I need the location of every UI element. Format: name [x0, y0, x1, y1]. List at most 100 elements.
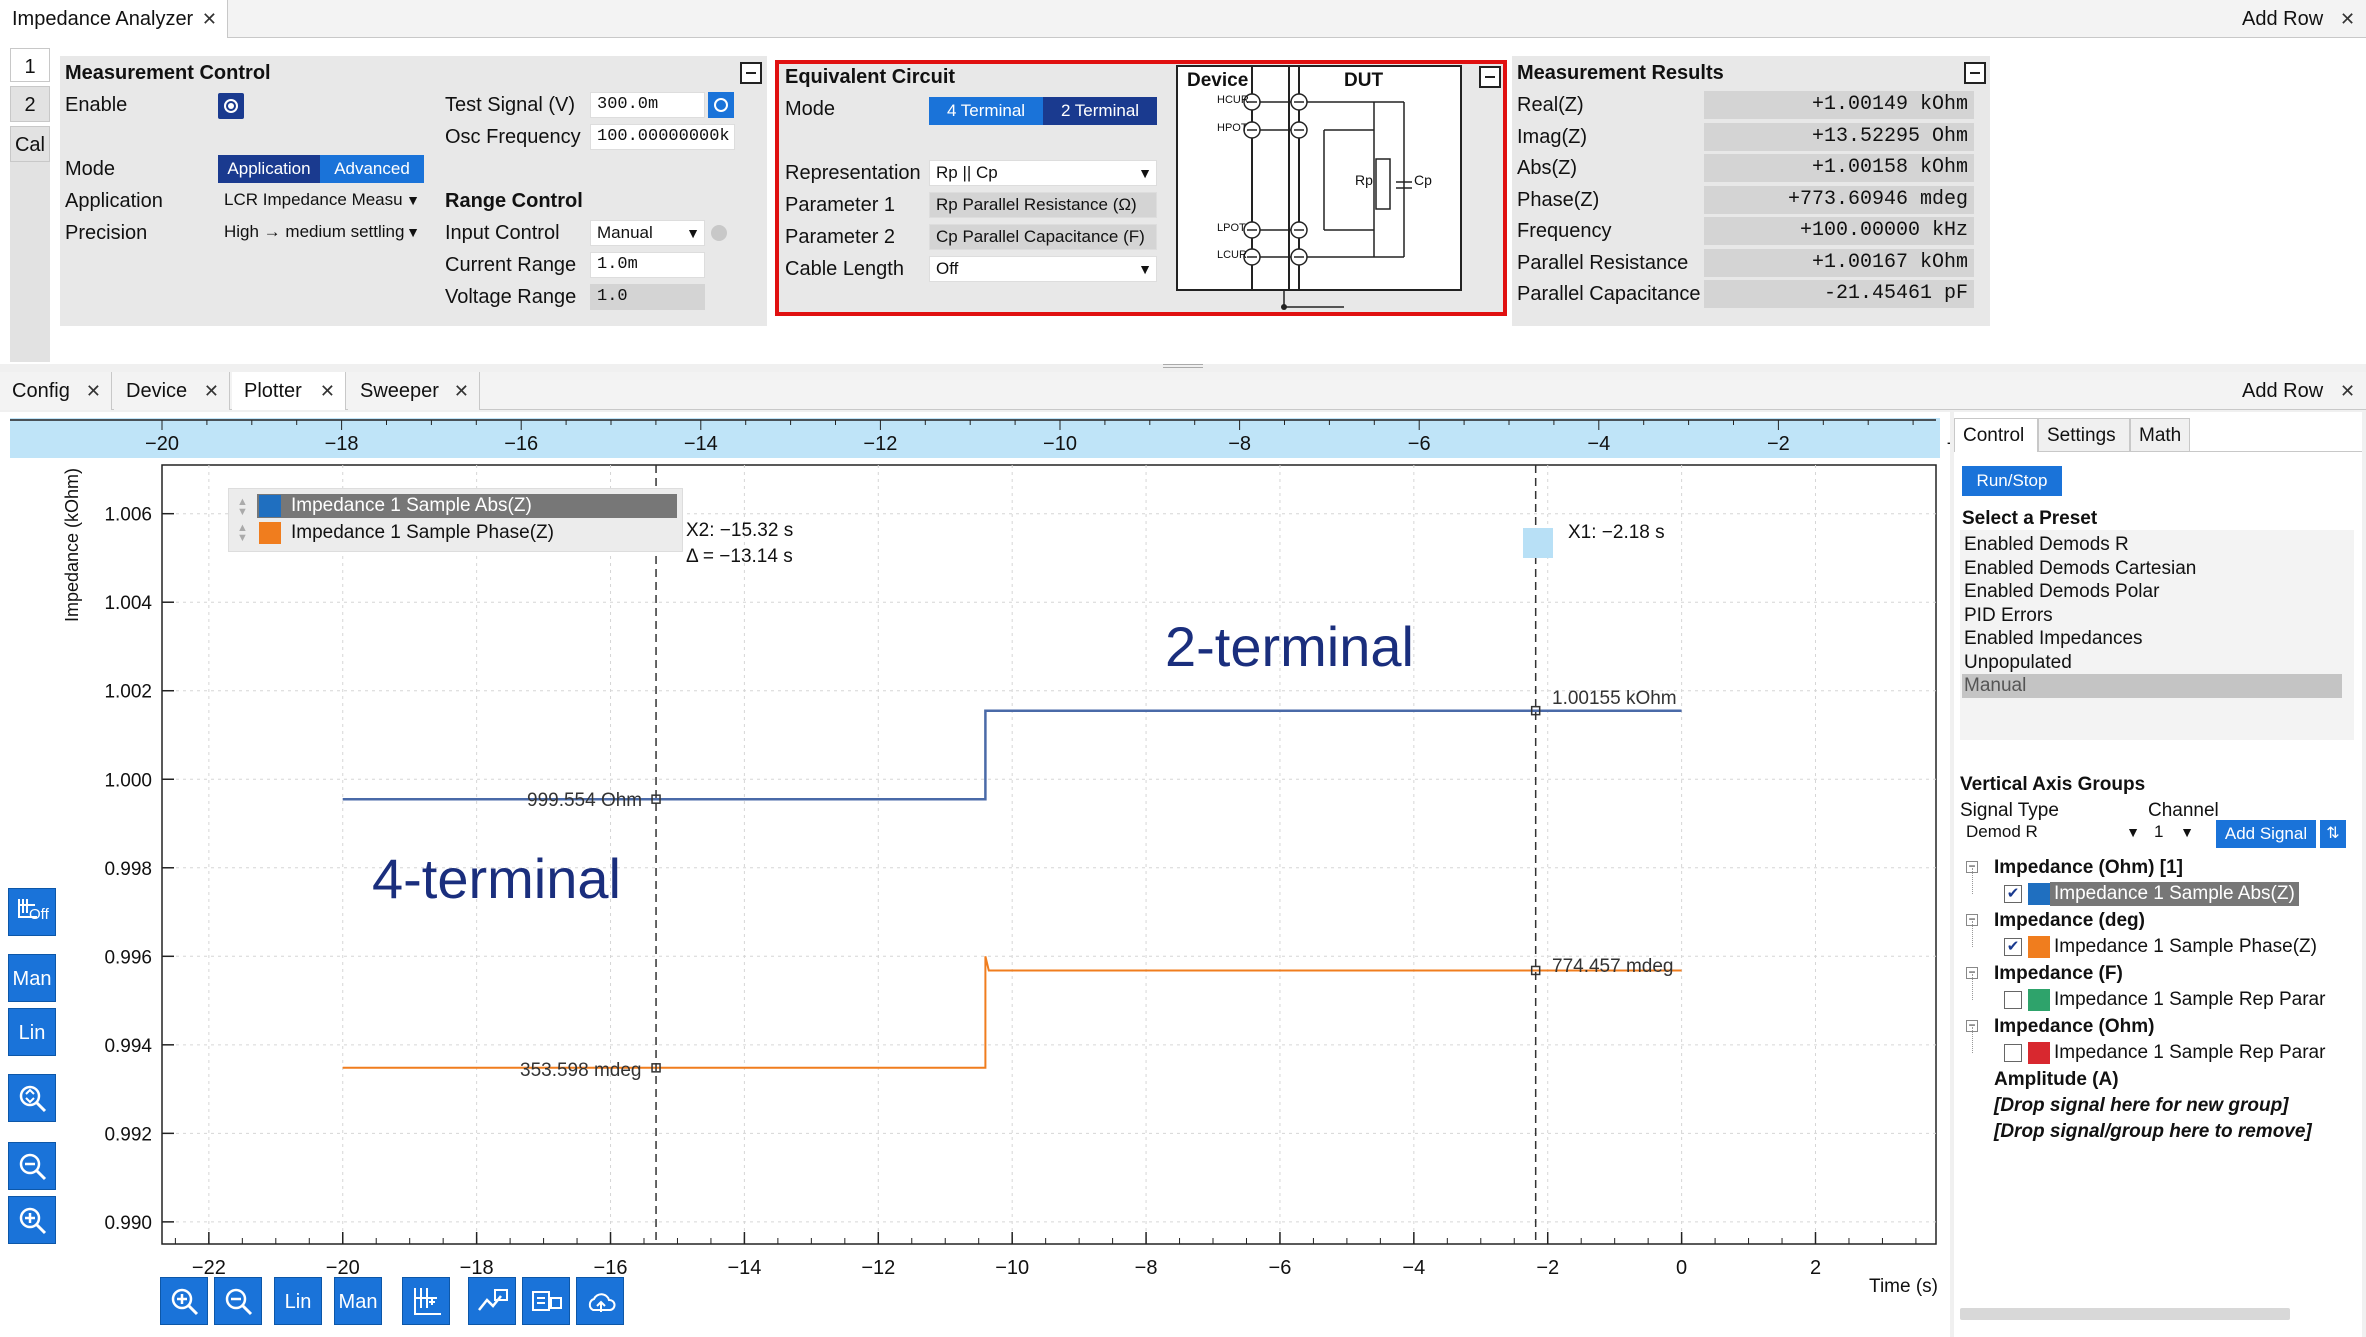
enable-toggle[interactable]	[218, 93, 244, 119]
minimize-icon[interactable]	[1964, 62, 1986, 84]
signal-type-select[interactable]: Demod R ▼	[1960, 820, 2144, 846]
zoom-fit-icon[interactable]	[8, 1074, 56, 1122]
preset-title: Select a Preset	[1962, 508, 2098, 529]
current-range-input[interactable]: 1.0m	[590, 252, 705, 278]
zoom-in-x-icon[interactable]	[160, 1277, 208, 1325]
close-icon[interactable]: ✕	[453, 381, 469, 401]
y-lin-button[interactable]: Lin	[8, 1008, 56, 1056]
save-data-icon[interactable]	[522, 1277, 570, 1325]
x-tick-label: −2	[1536, 1257, 1559, 1279]
drop-new-group-target[interactable]: [Drop signal here for new group]	[1994, 1095, 2289, 1116]
precision-select[interactable]: High → medium settling ▼	[218, 220, 424, 246]
side-tab-1[interactable]: 1	[10, 48, 50, 82]
signal-checkbox[interactable]	[2004, 1044, 2022, 1062]
preset-item[interactable]: Enabled Demods R	[1964, 534, 2129, 555]
application-label: Application	[65, 190, 163, 212]
drop-remove-target[interactable]: [Drop signal/group here to remove]	[1994, 1121, 2312, 1142]
cable-length-select[interactable]: Off ▼	[929, 256, 1157, 282]
minimize-icon[interactable]	[740, 62, 762, 84]
result-label: Parallel Resistance	[1517, 251, 1689, 274]
add-row-button[interactable]: Add Row	[2242, 8, 2324, 30]
run-stop-button[interactable]: Run/Stop	[1962, 466, 2062, 496]
close-icon[interactable]: ✕	[2340, 381, 2356, 401]
legend-label: Impedance 1 Sample Phase(Z)	[291, 522, 554, 543]
close-icon[interactable]: ✕	[319, 381, 335, 401]
zoom-in-icon[interactable]	[8, 1196, 56, 1244]
preset-item[interactable]: Unpopulated	[1964, 651, 2072, 673]
mode-advanced-button[interactable]: Advanced	[320, 155, 424, 183]
horizontal-scrollbar[interactable]	[1960, 1308, 2290, 1320]
osc-frequency-label: Osc Frequency	[445, 126, 581, 148]
collapse-icon[interactable]: −	[1966, 913, 1978, 926]
minimize-icon[interactable]	[1479, 66, 1501, 88]
cursor-grid-icon[interactable]	[402, 1277, 450, 1325]
group-name[interactable]: Amplitude (A)	[1994, 1069, 2119, 1090]
y-man-button[interactable]: Man	[8, 954, 56, 1002]
tab-sweeper[interactable]: Sweeper ✕	[348, 372, 480, 410]
tab-control[interactable]: Control	[1954, 418, 2038, 452]
mode-2-terminal-button[interactable]: 2 Terminal	[1043, 97, 1157, 125]
mode-application-button[interactable]: Application	[218, 155, 320, 183]
signal-checkbox[interactable]: ✔	[2004, 885, 2022, 903]
tab-settings[interactable]: Settings	[2038, 418, 2130, 452]
side-tab-cal[interactable]: Cal	[10, 126, 50, 162]
cursor-marker	[1530, 965, 1541, 976]
add-signal-button[interactable]: Add Signal	[2216, 820, 2316, 848]
group-name[interactable]: Impedance (F)	[1994, 963, 2123, 984]
x-tick-label: 2	[1810, 1257, 1821, 1279]
vertical-axis-groups-title: Vertical Axis Groups	[1960, 774, 2146, 795]
save-chart-icon[interactable]	[468, 1277, 516, 1325]
test-signal-input[interactable]: 300.0m	[590, 92, 705, 118]
impedance-chart[interactable]: −20−18−16−14−12−10−8−6−4−2−0−22−20−18−16…	[0, 412, 1950, 1337]
tab-impedance-analyzer[interactable]: Impedance Analyzer ✕	[0, 0, 228, 38]
preset-item[interactable]: Manual	[1962, 674, 2342, 698]
preset-item[interactable]: PID Errors	[1964, 604, 2053, 626]
zoom-out-x-icon[interactable]	[214, 1277, 262, 1325]
zoom-out-icon[interactable]	[8, 1142, 56, 1190]
side-tab-2[interactable]: 2	[10, 86, 50, 122]
signal-name[interactable]: Impedance 1 Sample Rep Parar	[2054, 1042, 2326, 1063]
test-signal-toggle[interactable]	[708, 92, 734, 118]
preset-item[interactable]: Enabled Demods Polar	[1964, 581, 2160, 602]
close-icon[interactable]: ✕	[85, 381, 101, 401]
close-icon[interactable]: ✕	[201, 9, 217, 29]
channel-select[interactable]: 1 ▼	[2148, 820, 2198, 846]
signal-checkbox[interactable]	[2004, 991, 2022, 1009]
signal-name[interactable]: Impedance 1 Sample Rep Parar	[2054, 989, 2326, 1010]
tab-math[interactable]: Math	[2130, 418, 2190, 452]
x-lin-button[interactable]: Lin	[274, 1277, 322, 1325]
tab-plotter[interactable]: Plotter ✕	[232, 372, 346, 410]
close-icon[interactable]: ✕	[2340, 9, 2356, 29]
signal-checkbox[interactable]: ✔	[2004, 938, 2022, 956]
result-value: +100.00000 kHz	[1704, 217, 1974, 245]
signal-color-swatch	[2028, 1042, 2050, 1064]
grid-off-button[interactable]: Off	[8, 888, 56, 936]
input-control-select[interactable]: Manual ▼	[590, 220, 705, 246]
signal-name[interactable]: Impedance 1 Sample Abs(Z)	[2050, 882, 2299, 906]
mode-4-terminal-button[interactable]: 4 Terminal	[929, 97, 1043, 125]
tab-device[interactable]: Device ✕	[114, 372, 230, 410]
signal-name[interactable]: Impedance 1 Sample Phase(Z)	[2054, 936, 2317, 957]
representation-select[interactable]: Rp || Cp ▼	[929, 160, 1157, 186]
group-name[interactable]: Impedance (deg)	[1994, 910, 2145, 931]
x-man-button[interactable]: Man	[334, 1277, 382, 1325]
collapse-icon[interactable]: −	[1966, 860, 1978, 873]
chart-legend[interactable]: ▲ ▼ ▲ ▼ Impedance 1 Sample Abs(Z) Impedanc…	[228, 488, 683, 552]
cloud-upload-icon[interactable]	[576, 1277, 624, 1325]
add-row-button[interactable]: Add Row	[2242, 380, 2324, 402]
preset-item[interactable]: Enabled Impedances	[1964, 628, 2143, 649]
group-name[interactable]: Impedance (Ohm)	[1994, 1016, 2155, 1037]
splitter-handle[interactable]	[1163, 364, 1203, 368]
tab-config[interactable]: Config ✕	[0, 372, 112, 410]
close-icon[interactable]: ✕	[203, 381, 219, 401]
osc-frequency-input[interactable]: 100.00000000k	[590, 124, 735, 150]
application-select[interactable]: LCR Impedance Measu ▼	[218, 188, 424, 214]
tree-options-icon[interactable]: ⇅	[2320, 820, 2346, 848]
group-name[interactable]: Impedance (Ohm) [1]	[1994, 857, 2183, 878]
cursor-delta-value: Δ = −13.14 s	[686, 546, 793, 567]
preset-item[interactable]: Enabled Demods Cartesian	[1964, 557, 2197, 579]
marker-phase-right: 774.457 mdeg	[1552, 956, 1674, 977]
rp-label: Rp	[1355, 172, 1373, 188]
top-time-axis[interactable]	[10, 418, 1940, 458]
cursor-x1-handle[interactable]	[1523, 528, 1553, 558]
